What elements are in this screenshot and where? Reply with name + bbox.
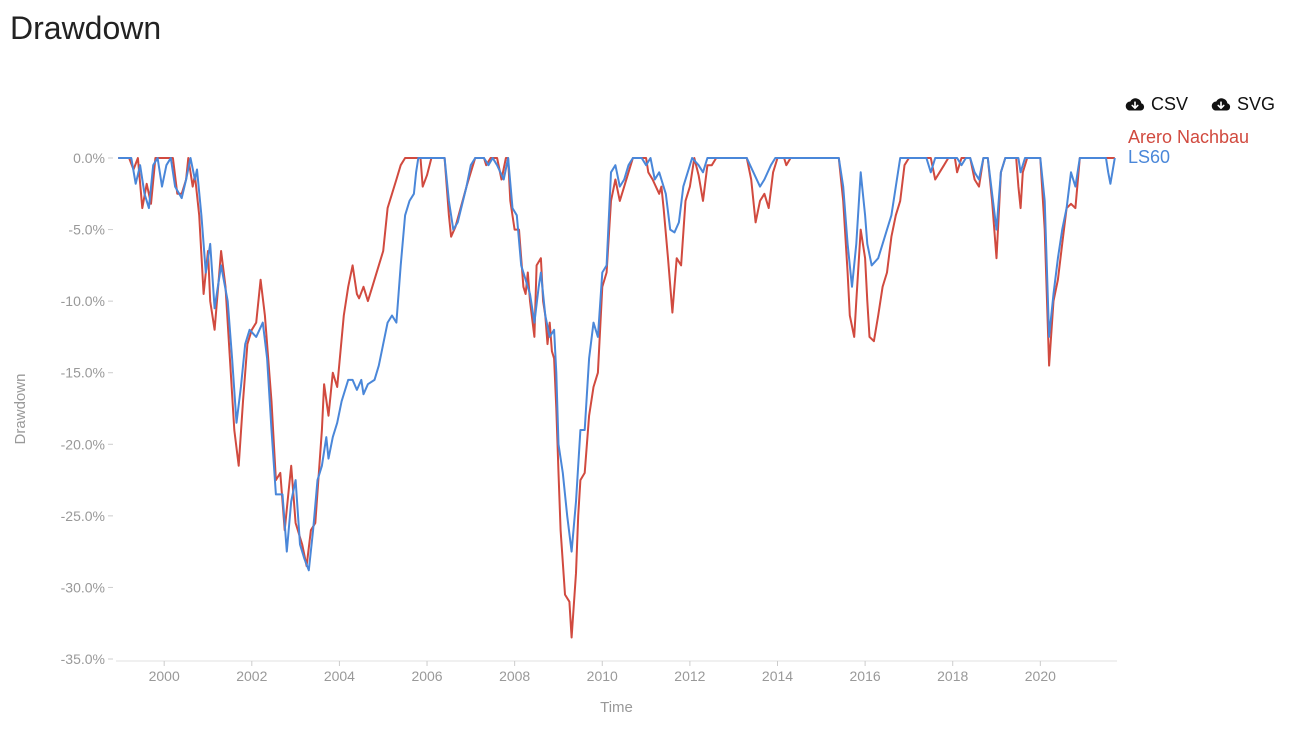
series-lines — [118, 157, 1116, 639]
series-line-arero-nachbau[interactable] — [118, 157, 1115, 639]
y-tick-label: -5.0% — [68, 222, 105, 238]
download-csv-label: CSV — [1150, 94, 1188, 114]
x-tick-label: 2010 — [587, 668, 618, 684]
y-tick-label: 0.0% — [73, 150, 105, 166]
cloud-download-icon — [1211, 97, 1231, 110]
legend-item-ls60[interactable]: LS60 — [1128, 147, 1171, 167]
x-tick-label: 2014 — [762, 668, 793, 684]
x-tick-label: 2000 — [149, 668, 180, 684]
cloud-download-icon — [1125, 97, 1145, 110]
x-axis-label: Time — [600, 699, 633, 716]
series-line-ls60[interactable] — [118, 157, 1116, 572]
y-axis-label: Drawdown — [12, 374, 29, 445]
legend-item-arero[interactable]: Arero Nachbau — [1128, 127, 1250, 147]
y-tick-label: -30.0% — [61, 579, 105, 595]
y-tick-label: -25.0% — [61, 508, 105, 524]
y-axis: 0.0% -5.0% -10.0% -15.0% -20.0% -25.0% -30.0% -… — [61, 150, 113, 667]
x-axis: 2000 2002 2004 2006 2008 2010 2012 2014 2016 2018… — [116, 660, 1117, 684]
x-tick-label: 2020 — [1025, 668, 1056, 684]
y-tick-label: -35.0% — [61, 651, 105, 667]
x-tick-label: 2018 — [937, 668, 968, 684]
download-svg-button[interactable]: SVG — [1210, 94, 1275, 115]
y-tick-label: -10.0% — [61, 293, 105, 309]
download-svg-label: SVG — [1236, 94, 1275, 114]
chart-legend: Arero Nachbau LS60 — [1128, 127, 1249, 167]
page-title: Drawdown — [10, 10, 162, 46]
y-tick-label: -20.0% — [61, 436, 105, 452]
download-csv-button[interactable]: CSV — [1124, 94, 1188, 115]
x-tick-label: 2006 — [411, 668, 442, 684]
x-tick-label: 2008 — [499, 668, 530, 684]
x-tick-label: 2012 — [674, 668, 705, 684]
x-tick-label: 2004 — [324, 668, 355, 684]
download-controls: CSV SVG — [1124, 94, 1275, 115]
y-tick-label: -15.0% — [61, 365, 105, 381]
x-tick-label: 2002 — [236, 668, 267, 684]
x-tick-label: 2016 — [850, 668, 881, 684]
